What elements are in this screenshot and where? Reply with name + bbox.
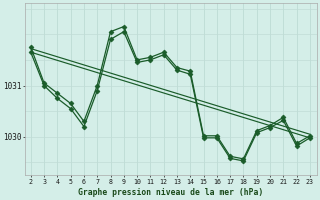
X-axis label: Graphe pression niveau de la mer (hPa): Graphe pression niveau de la mer (hPa) [78, 188, 264, 197]
